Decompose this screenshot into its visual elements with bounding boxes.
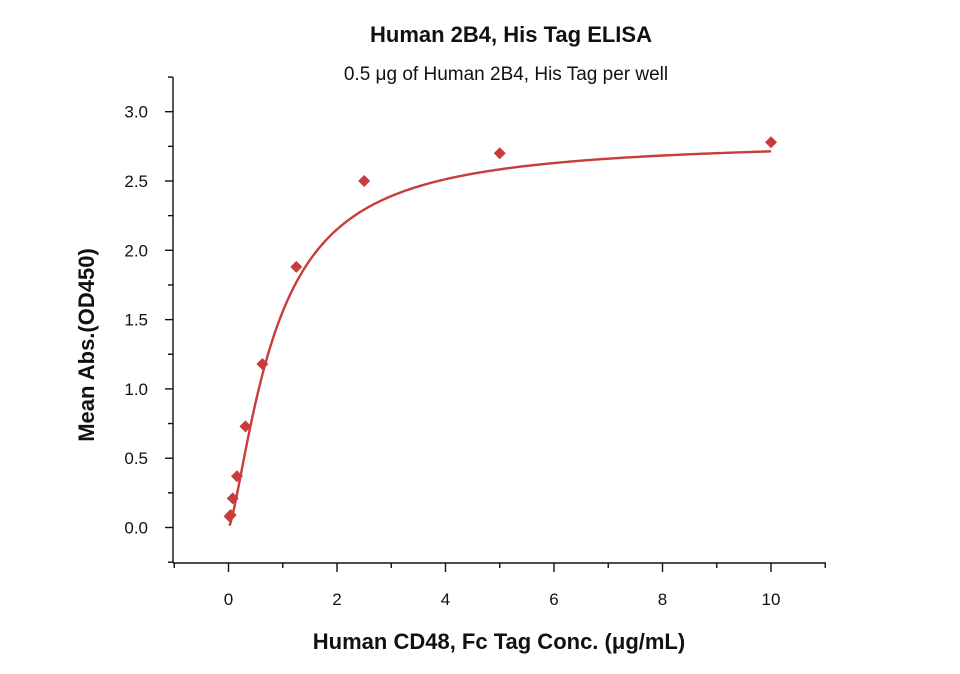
data-points [223, 136, 777, 523]
data-point-diamond [493, 147, 506, 160]
y-tick-label: 0.0 [124, 519, 148, 538]
data-point-diamond [226, 492, 239, 505]
y-ticks: 0.0 0.5 1.0 1.5 2.0 2.5 3.0 [124, 76, 173, 563]
x-tick-label: 10 [762, 590, 781, 609]
x-tick-label: 6 [549, 590, 558, 609]
fit-curve [228, 150, 772, 527]
y-tick-label: 2.5 [124, 172, 148, 191]
y-tick-label: 0.5 [124, 449, 148, 468]
data-point-diamond [230, 470, 243, 483]
y-tick-label: 3.0 [124, 103, 148, 122]
data-point-diamond [290, 260, 303, 273]
x-tick-label: 0 [224, 590, 233, 609]
data-point-diamond [256, 357, 269, 370]
data-point-diamond [224, 509, 237, 522]
y-tick-label: 1.5 [124, 311, 148, 330]
x-ticks: 0 2 4 6 8 10 [173, 563, 826, 609]
data-point-diamond [765, 136, 777, 149]
x-tick-label: 8 [658, 590, 667, 609]
chart-title: Human 2B4, His Tag ELISA [370, 22, 652, 47]
y-axis-label: Mean Abs.(OD450) [74, 248, 99, 442]
chart-subtitle: 0.5 μg of Human 2B4, His Tag per well [344, 64, 668, 85]
x-tick-label: 4 [441, 590, 450, 609]
x-axis-label: Human CD48, Fc Tag Conc. (μg/mL) [313, 629, 685, 654]
data-point-diamond [239, 420, 252, 433]
y-tick-label: 2.0 [124, 241, 148, 260]
y-tick-label: 1.0 [124, 380, 148, 399]
x-tick-label: 2 [332, 590, 341, 609]
data-point-diamond [358, 175, 371, 187]
